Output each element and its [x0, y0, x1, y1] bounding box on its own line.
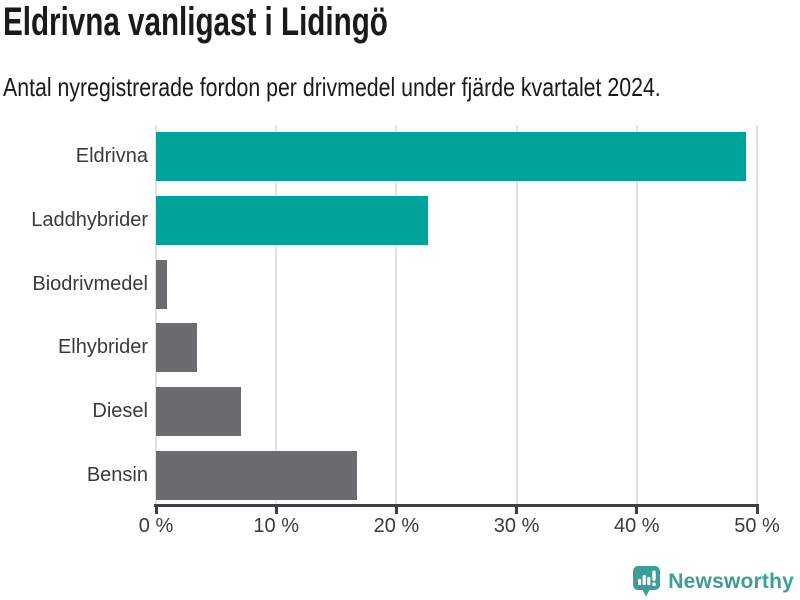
gridline [395, 125, 398, 507]
chart-subtitle: Antal nyregistrerade fordon per drivmede… [3, 72, 661, 102]
axis-tick [274, 507, 278, 514]
axis-tick-label: 0 % [138, 515, 174, 537]
gridline [515, 125, 518, 507]
category-label: Elhybrider [57, 336, 148, 359]
category-label: Diesel [92, 400, 148, 423]
bar-diesel [156, 387, 242, 436]
chart-title: Eldrivna vanligast i Lidingö [3, 0, 388, 44]
axis-tick [635, 507, 639, 514]
bar-elhybrider [156, 323, 197, 373]
category-label: Laddhybrider [31, 209, 148, 231]
newsworthy-bubble-barchart-icon [633, 566, 661, 597]
axis-tick-label: 50 % [734, 515, 780, 537]
brand-name: Newsworthy [668, 569, 794, 593]
newsworthy-logo: Newsworthy [633, 566, 794, 597]
gridline [756, 125, 758, 507]
axis-tick [755, 507, 759, 514]
bar-eldrivna [156, 132, 747, 182]
gridline [275, 125, 278, 507]
axis-tick-label: 30 % [493, 515, 540, 537]
axis-tick [515, 507, 519, 514]
category-label: Eldrivna [75, 145, 148, 168]
bar-bensin [156, 450, 357, 500]
axis-tick [394, 507, 398, 514]
bar-biodrivmedel [156, 259, 167, 309]
plot-area [155, 125, 758, 507]
x-axis-line [154, 504, 759, 507]
gridline [155, 125, 157, 507]
gridline [635, 125, 638, 507]
axis-tick [154, 507, 158, 514]
category-label: Bensin [86, 463, 148, 486]
category-label: Biodrivmedel [32, 272, 148, 295]
axis-tick-label: 20 % [373, 515, 420, 537]
axis-tick-label: 10 % [253, 515, 299, 537]
axis-tick-label: 40 % [614, 515, 660, 537]
category-axis-labels: Eldrivna Laddhybrider Biodrivmedel Elhybrid… [0, 125, 148, 507]
bar-laddhybrider [156, 196, 428, 245]
